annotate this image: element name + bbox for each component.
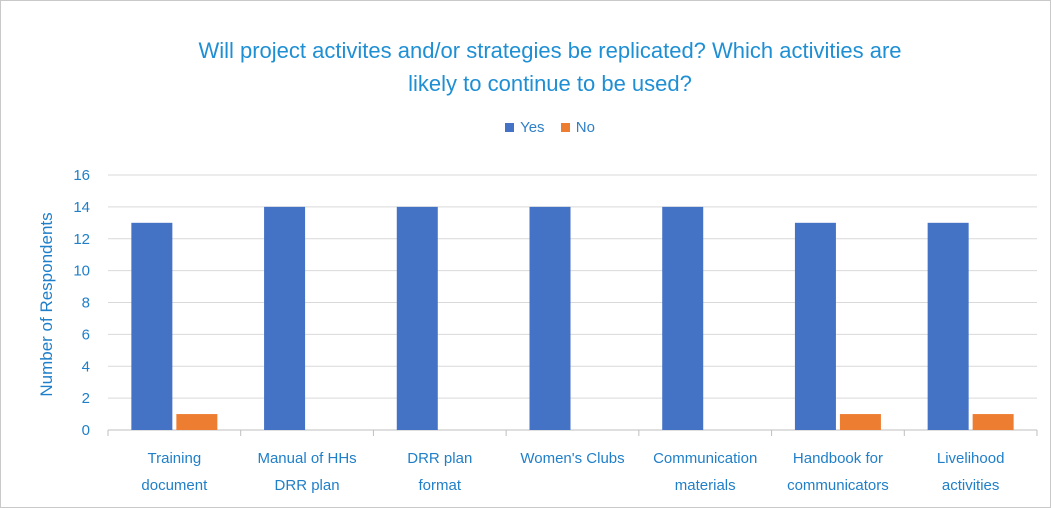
x-tick-label-2-0: DRR plan — [407, 450, 472, 467]
legend-swatch-no — [560, 123, 570, 132]
x-tick-label-3-0: Women's Clubs — [520, 450, 624, 467]
x-tick-label-6-0: Livelihood — [937, 450, 1005, 467]
y-tick-0: 0 — [82, 422, 90, 439]
y-axis-label: Number of Respondents — [37, 212, 56, 396]
x-tick-label-1-1: DRR plan — [275, 477, 340, 494]
bar-yes-1 — [264, 206, 306, 430]
bar-no-5 — [839, 414, 881, 430]
x-tick-label-1-0: Manual of HHs — [257, 450, 356, 467]
y-tick-6: 6 — [82, 326, 90, 343]
y-tick-2: 2 — [82, 390, 90, 407]
legend-swatch-yes — [505, 123, 515, 132]
y-tick-12: 12 — [73, 231, 90, 248]
bar-yes-5 — [794, 222, 836, 430]
chart-title-line-1: Will project activites and/or strategies… — [198, 38, 902, 63]
x-tick-label-0-0: Training — [148, 450, 202, 467]
bar-yes-2 — [396, 206, 438, 430]
x-tick-label-5-1: communicators — [787, 477, 889, 494]
bar-yes-0 — [131, 222, 173, 430]
x-tick-label-2-1: format — [419, 477, 462, 494]
x-tick-label-5-0: Handbook for — [793, 450, 883, 467]
bar-yes-3 — [529, 206, 571, 430]
x-tick-label-0-1: document — [141, 477, 208, 494]
legend-label-no: No — [575, 119, 595, 136]
bar-yes-6 — [927, 222, 969, 430]
x-tick-label-4-1: materials — [675, 477, 736, 494]
x-tick-label-4-0: Communication — [653, 450, 757, 467]
x-tick-label-6-1: activities — [942, 477, 1000, 494]
legend-item-no: No — [560, 119, 595, 136]
bar-no-0 — [176, 414, 218, 430]
chart-title: Will project activites and/or strategies… — [0, 34, 1051, 100]
bar-yes-4 — [662, 206, 704, 430]
bar-no-6 — [972, 414, 1014, 430]
legend-item-yes: Yes — [505, 119, 545, 136]
chart-title-line-2: likely to continue to be used? — [408, 71, 692, 96]
y-tick-4: 4 — [82, 358, 90, 375]
chart-legend: Yes No — [0, 119, 1051, 136]
y-tick-16: 16 — [73, 167, 90, 184]
y-tick-10: 10 — [73, 263, 90, 280]
legend-label-yes: Yes — [520, 119, 545, 136]
y-tick-8: 8 — [82, 295, 90, 312]
y-tick-14: 14 — [73, 199, 90, 216]
